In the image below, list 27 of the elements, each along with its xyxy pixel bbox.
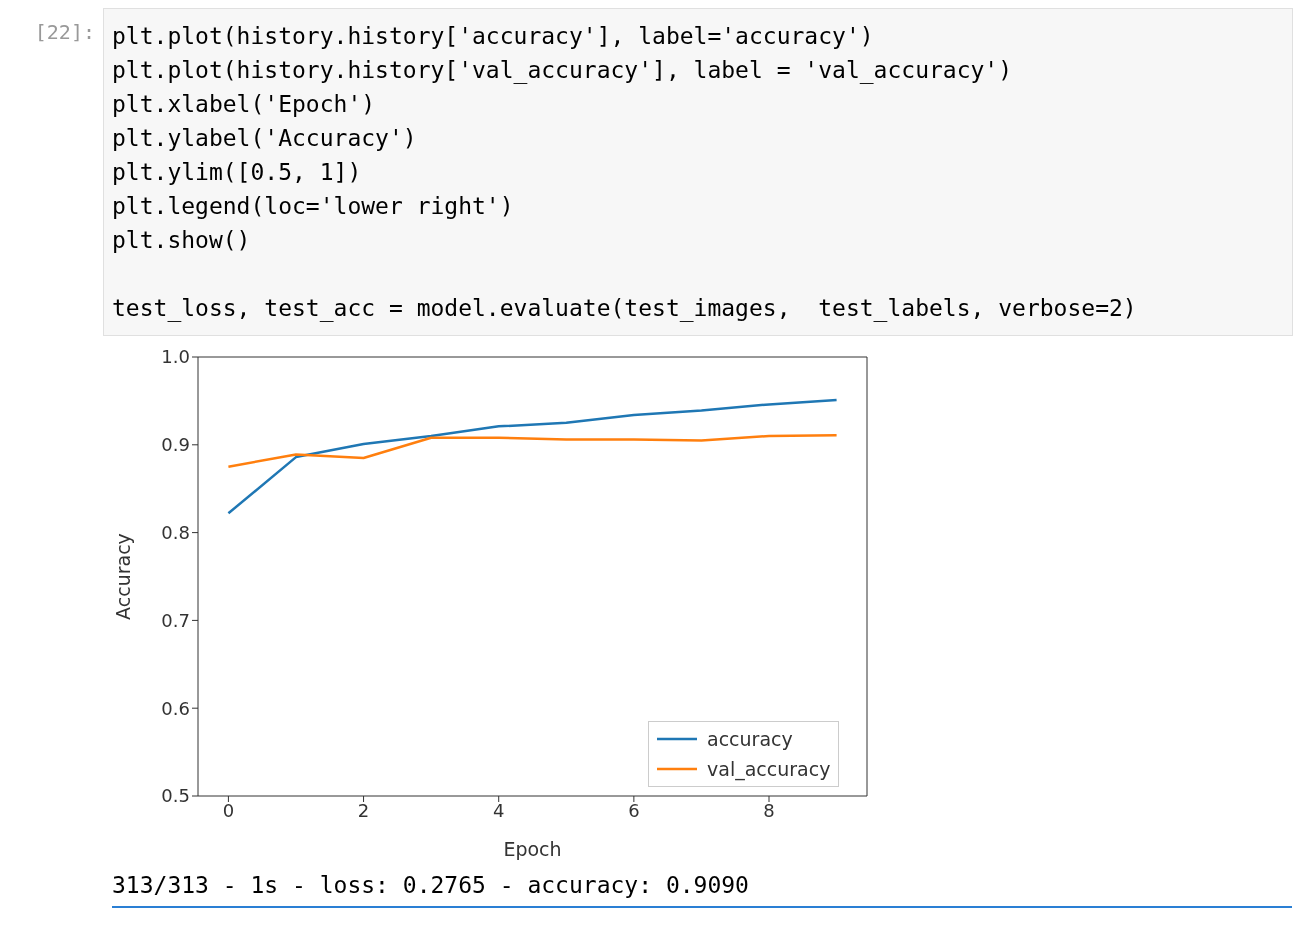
y-tick-label: 0.6 <box>161 697 190 719</box>
y-tick-label: 0.9 <box>161 434 190 456</box>
y-tick-label: 1.0 <box>161 346 190 368</box>
y-axis-title: Accuracy <box>111 533 134 620</box>
x-tick-label: 4 <box>492 799 505 821</box>
text: test_loss, test_acc = model.evaluate(test_images, test_labels, verbose=2) <box>112 294 1138 324</box>
text: plt.xlabel('Epoch') <box>112 90 377 119</box>
x-axis-title: Epoch <box>503 838 562 860</box>
text: 313/313 - 1s - loss: 0.2765 - accuracy: 0.9090 <box>112 866 1292 908</box>
line-series <box>227 433 838 468</box>
legend-label: accuracy <box>707 727 793 752</box>
text: plt.ylabel('Accuracy') <box>112 124 418 153</box>
text: plt.show() <box>112 226 252 255</box>
text: [22]: <box>33 19 96 46</box>
x-tick-label: 6 <box>628 799 640 821</box>
text: plt.plot(history.history['accuracy'], label='accuracy') <box>112 22 875 51</box>
text: plt.legend(loc='lower right') <box>112 192 515 221</box>
y-tick-label: 0.7 <box>161 609 190 631</box>
legend-label: val_accuracy <box>707 757 831 783</box>
text: plt.plot(history.history['val_accuracy'], label = 'val_accuracy') <box>112 56 1014 86</box>
y-tick-label: 0.8 <box>161 521 190 543</box>
x-tick-label: 2 <box>357 799 370 821</box>
y-tick-label: 0.5 <box>161 785 190 807</box>
line-series <box>227 398 838 515</box>
x-tick-label: 8 <box>763 799 775 821</box>
x-tick-label: 0 <box>222 799 235 821</box>
text: plt.ylim([0.5, 1]) <box>112 158 363 187</box>
